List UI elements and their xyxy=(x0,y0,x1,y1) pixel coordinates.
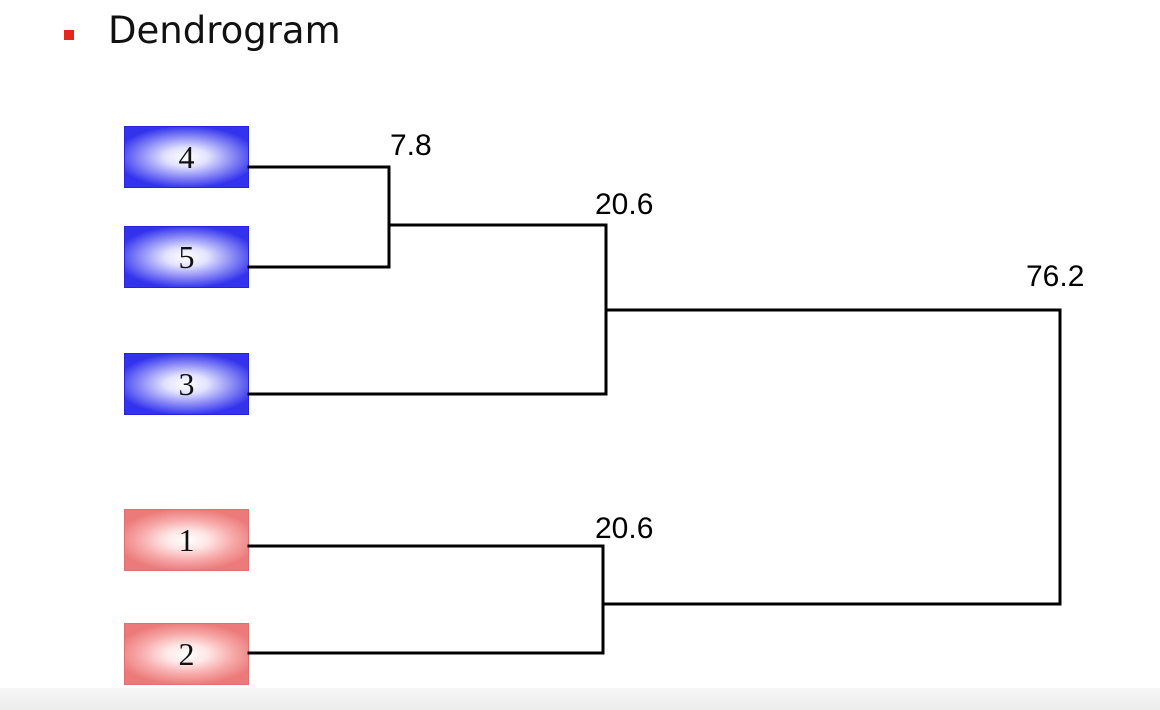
slide-heading: Dendrogram xyxy=(108,9,341,52)
leaf-node-5: 5 xyxy=(124,226,249,288)
merge-height-4-5: 7.8 xyxy=(390,129,432,162)
merge-height-root: 76.2 xyxy=(1026,260,1084,293)
leaf-node-1: 1 xyxy=(124,509,249,571)
leaf-node-3: 3 xyxy=(124,353,249,415)
merge-height-1-2: 20.6 xyxy=(595,512,653,545)
leaf-node-2: 2 xyxy=(124,623,249,685)
bullet-marker xyxy=(64,30,74,40)
bottom-edge xyxy=(0,688,1160,710)
merge-height-3-4-5: 20.6 xyxy=(595,188,653,221)
leaf-node-4: 4 xyxy=(124,126,249,188)
